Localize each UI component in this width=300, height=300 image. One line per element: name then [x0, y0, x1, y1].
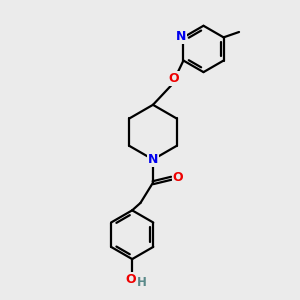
Text: O: O — [169, 73, 179, 85]
Text: N: N — [176, 30, 186, 43]
Text: O: O — [172, 171, 183, 184]
Text: O: O — [125, 273, 136, 286]
Text: N: N — [148, 153, 158, 166]
Text: H: H — [137, 276, 147, 289]
